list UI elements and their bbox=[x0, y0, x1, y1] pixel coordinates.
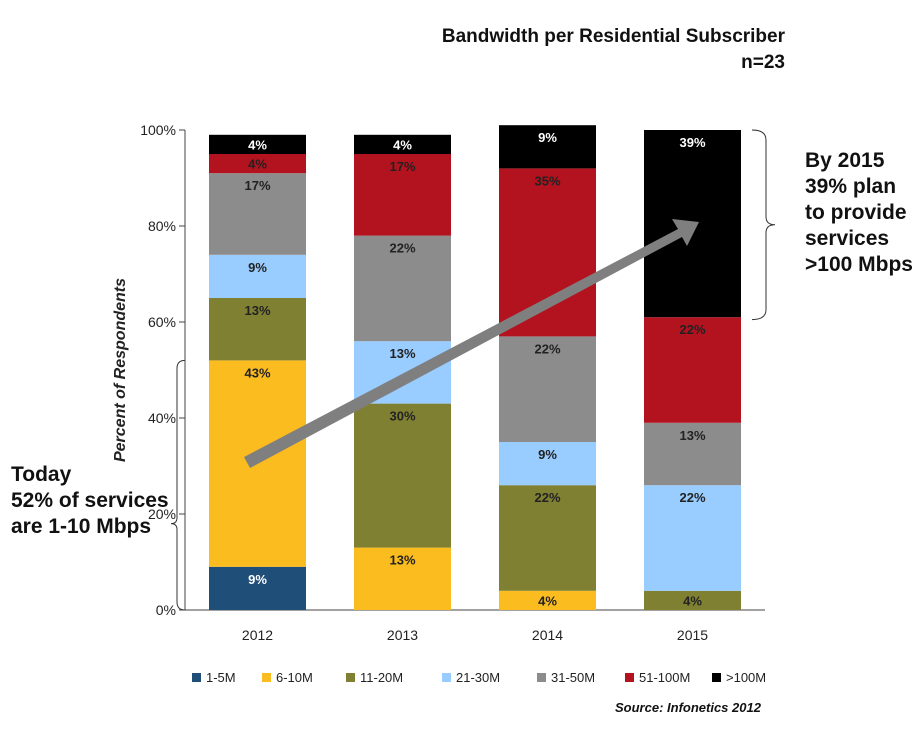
y-tick-label: 20% bbox=[148, 506, 176, 522]
data-label: 4% bbox=[538, 593, 557, 608]
legend-swatch bbox=[346, 673, 355, 682]
legend-swatch bbox=[262, 673, 271, 682]
legend-label: 31-50M bbox=[551, 670, 595, 685]
bar-segment bbox=[209, 173, 306, 255]
data-label: 39% bbox=[679, 135, 705, 150]
bar-segment bbox=[354, 235, 451, 342]
data-label: 13% bbox=[244, 303, 270, 318]
y-tick-label: 100% bbox=[140, 122, 176, 138]
data-label: 9% bbox=[248, 572, 267, 587]
right-bracket bbox=[751, 129, 776, 321]
x-tick-label: 2013 bbox=[387, 627, 418, 643]
right-callout-line: 39% plan bbox=[805, 175, 897, 198]
data-label: 9% bbox=[538, 447, 557, 462]
y-tick-label: 40% bbox=[148, 410, 176, 426]
legend-label: 6-10M bbox=[276, 670, 313, 685]
chart-subtitle: n=23 bbox=[741, 52, 785, 73]
data-label: 35% bbox=[534, 173, 560, 188]
right-callout-line: >100 Mbps bbox=[805, 253, 913, 276]
legend-swatch bbox=[192, 673, 201, 682]
left-callout: Today 52% of services are 1-10 Mbps bbox=[11, 462, 169, 540]
bar-segment bbox=[499, 442, 596, 486]
legend-swatch bbox=[442, 673, 451, 682]
legend-swatch bbox=[712, 673, 721, 682]
data-label: 9% bbox=[248, 260, 267, 275]
data-label: 22% bbox=[534, 341, 560, 356]
right-callout-line: By 2015 bbox=[805, 149, 885, 172]
data-label: 4% bbox=[248, 157, 267, 172]
data-label: 4% bbox=[393, 137, 412, 152]
x-tick-label: 2014 bbox=[532, 627, 563, 643]
data-label: 13% bbox=[679, 428, 705, 443]
bar-segment bbox=[644, 485, 741, 591]
legend-label: 21-30M bbox=[456, 670, 500, 685]
data-label: 4% bbox=[248, 137, 267, 152]
right-callout-line: to provide bbox=[805, 201, 907, 224]
data-label: 22% bbox=[534, 490, 560, 505]
y-axis-label: Percent of Respondents bbox=[112, 278, 129, 462]
data-label: 43% bbox=[244, 365, 270, 380]
legend-label: 51-100M bbox=[639, 670, 690, 685]
bar-segment bbox=[209, 154, 306, 174]
data-label: 22% bbox=[679, 490, 705, 505]
bar-segment bbox=[499, 336, 596, 442]
data-label: 30% bbox=[389, 409, 415, 424]
data-label: 9% bbox=[538, 130, 557, 145]
legend-label: 11-20M bbox=[360, 670, 403, 685]
right-callout: By 2015 39% plan to provide services >10… bbox=[805, 148, 913, 278]
y-tick-label: 60% bbox=[148, 314, 176, 330]
x-tick-label: 2015 bbox=[677, 627, 708, 643]
bar-segment bbox=[354, 134, 451, 154]
data-label: 22% bbox=[389, 241, 415, 256]
bar-segment bbox=[644, 422, 741, 486]
trend-arrow bbox=[244, 219, 699, 468]
left-callout-line: Today bbox=[11, 463, 72, 486]
bar-segment bbox=[209, 566, 306, 610]
bar-segment bbox=[354, 547, 451, 610]
source-note: Source: Infonetics 2012 bbox=[615, 700, 761, 715]
bar-segment bbox=[499, 590, 596, 610]
bar-segment bbox=[499, 168, 596, 337]
bar-segment bbox=[644, 317, 741, 423]
legend-label: 1-5M bbox=[206, 670, 236, 685]
data-label: 13% bbox=[389, 346, 415, 361]
left-callout-line: 52% of services bbox=[11, 489, 169, 512]
bar-segment bbox=[209, 254, 306, 298]
y-tick-label: 80% bbox=[148, 218, 176, 234]
bar-segment bbox=[354, 154, 451, 236]
bar-segment bbox=[209, 134, 306, 154]
data-label: 17% bbox=[244, 178, 270, 193]
left-callout-line: are 1-10 Mbps bbox=[11, 515, 152, 538]
bar-segment bbox=[354, 403, 451, 548]
bar-segment bbox=[644, 590, 741, 610]
data-label: 22% bbox=[679, 322, 705, 337]
legend-swatch bbox=[625, 673, 634, 682]
left-bracket bbox=[170, 359, 186, 611]
data-label: 13% bbox=[389, 553, 415, 568]
bar-segment bbox=[209, 298, 306, 361]
bar-segment bbox=[499, 125, 596, 169]
legend-swatch bbox=[537, 673, 546, 682]
y-tick-label: 0% bbox=[156, 602, 176, 618]
right-callout-line: services bbox=[805, 227, 890, 250]
chart-title: Bandwidth per Residential Subscriber bbox=[441, 26, 785, 47]
legend-label: >100M bbox=[726, 670, 766, 685]
bar-segment bbox=[499, 485, 596, 591]
data-label: 17% bbox=[389, 159, 415, 174]
data-label: 4% bbox=[683, 593, 702, 608]
x-tick-label: 2012 bbox=[242, 627, 273, 643]
